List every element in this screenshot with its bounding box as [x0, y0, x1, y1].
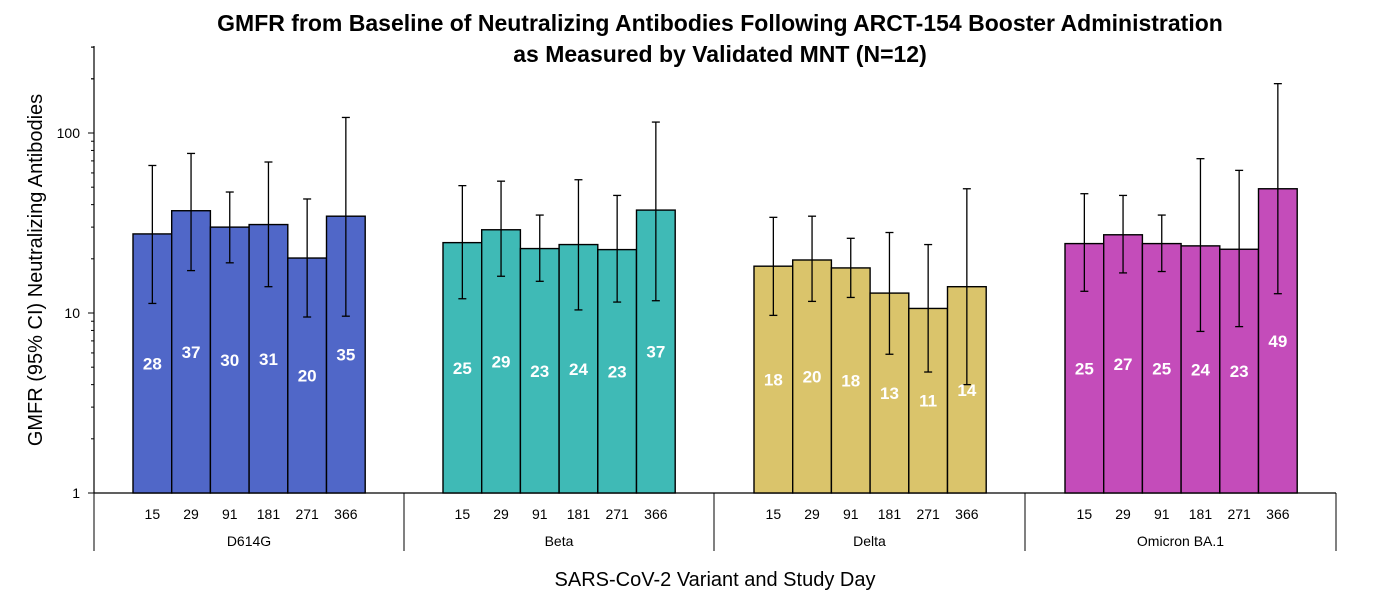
data-label: 13: [880, 384, 899, 403]
bar: [248, 223, 289, 494]
x-tick-label: 15: [766, 506, 782, 522]
data-label: 11: [919, 392, 937, 411]
group-label: Omicron BA.1: [1137, 533, 1224, 549]
bar: [519, 247, 560, 494]
data-label: 35: [336, 346, 355, 365]
x-tick-label: 181: [1189, 506, 1213, 522]
x-tick-label: 29: [493, 506, 509, 522]
x-tick-label: 91: [843, 506, 859, 522]
data-label: 14: [957, 381, 976, 400]
x-tick-label: 91: [532, 506, 548, 522]
y-tick-label: 100: [57, 125, 81, 141]
x-tick-label: 366: [644, 506, 668, 522]
data-label: 37: [182, 343, 201, 362]
data-label: 18: [841, 371, 860, 390]
x-axis-title: SARS-CoV-2 Variant and Study Day: [555, 569, 876, 591]
data-label: 37: [646, 343, 665, 362]
x-tick-label: 271: [916, 506, 940, 522]
bar: [830, 267, 871, 494]
chart-subtitle: as Measured by Validated MNT (N=12): [513, 41, 927, 67]
y-tick-label: 10: [64, 305, 80, 321]
bar: [209, 226, 250, 494]
x-tick-label: 366: [334, 506, 358, 522]
x-tick-label: 181: [567, 506, 591, 522]
x-tick-label: 271: [605, 506, 629, 522]
x-tick-label: 181: [257, 506, 281, 522]
x-tick-label: 271: [295, 506, 319, 522]
data-label: 25: [1152, 359, 1171, 378]
group-label: Delta: [853, 533, 886, 549]
x-tick-label: 181: [878, 506, 902, 522]
data-label: 27: [1114, 355, 1133, 374]
data-label: 31: [259, 350, 278, 369]
data-label: 24: [1191, 360, 1210, 379]
data-label: 18: [764, 371, 783, 390]
x-tick-label: 15: [455, 506, 471, 522]
x-tick-label: 29: [804, 506, 820, 522]
data-label: 49: [1268, 332, 1287, 351]
x-tick-label: 29: [183, 506, 199, 522]
data-label: 23: [1230, 362, 1249, 381]
data-label: 30: [220, 351, 239, 370]
data-label: 23: [608, 362, 627, 381]
group-label: Beta: [545, 533, 574, 549]
y-tick-label: 1: [72, 485, 80, 501]
group-label: D614G: [227, 533, 271, 549]
x-tick-label: 366: [955, 506, 979, 522]
x-tick-label: 271: [1227, 506, 1251, 522]
data-label: 28: [143, 354, 162, 373]
x-tick-label: 91: [1154, 506, 1170, 522]
y-axis-title: GMFR (95% CI) Neutralizing Antibodies: [25, 94, 47, 446]
plot-area: 1 10 100 28 15 37 29 30 91 31 181 20 271 35 366 D614G 25…: [57, 46, 1337, 551]
chart-title: GMFR from Baseline of Neutralizing Antib…: [217, 10, 1223, 36]
x-tick-label: 15: [145, 506, 161, 522]
data-label: 20: [803, 367, 822, 386]
data-label: 25: [1075, 359, 1094, 378]
x-tick-label: 366: [1266, 506, 1290, 522]
x-tick-label: 29: [1115, 506, 1131, 522]
data-label: 25: [453, 359, 472, 378]
data-label: 29: [492, 352, 511, 371]
data-label: 20: [298, 367, 317, 386]
x-tick-label: 15: [1077, 506, 1093, 522]
x-tick-label: 91: [222, 506, 238, 522]
data-label: 24: [569, 360, 588, 379]
data-label: 23: [530, 362, 549, 381]
